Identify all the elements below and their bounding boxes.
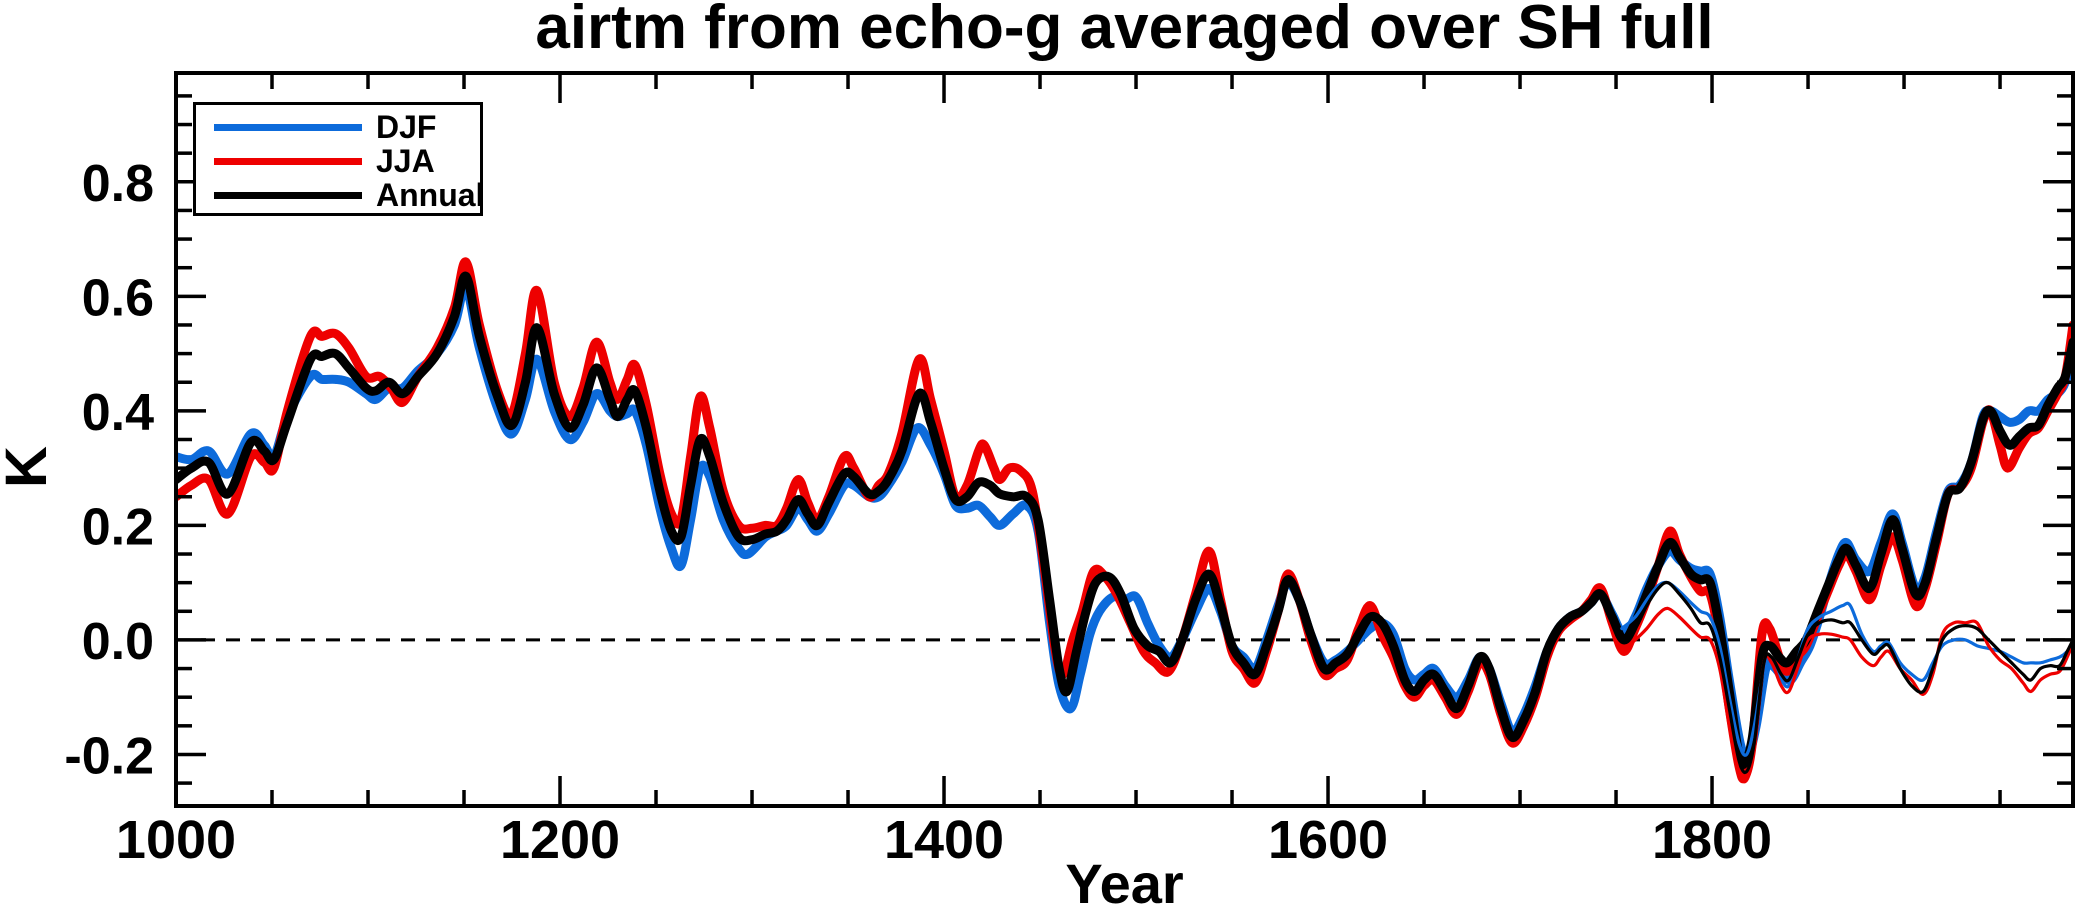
series-djf-thin-line (1620, 580, 2073, 757)
legend-label-jja: JJA (376, 143, 435, 179)
y-tick-label: 0.0 (82, 613, 154, 671)
legend-label-annual: Annual (376, 177, 485, 213)
annual-line-swatch (214, 191, 362, 199)
series-annual-thin-line (1620, 580, 2073, 775)
y-axis-title: K (0, 446, 59, 488)
legend-row-djf: DJF (214, 110, 480, 144)
y-tick-label: 0.6 (82, 269, 154, 327)
legend-row-annual: Annual (214, 178, 484, 212)
legend-row-jja: JJA (214, 144, 480, 178)
x-tick-label: 1400 (884, 810, 1004, 870)
y-tick-label: -0.2 (64, 727, 154, 785)
x-tick-label: 1800 (1652, 810, 1772, 870)
legend: DJF JJA Annual (193, 102, 484, 216)
x-tick-label: 1000 (116, 810, 236, 870)
x-tick-label: 1200 (500, 810, 620, 870)
y-tick-label: 0.4 (82, 384, 154, 442)
chart-title: airtm from echo-g averaged over SH full (535, 0, 1714, 62)
series-annual-line (176, 271, 2073, 770)
djf-line-swatch (214, 123, 362, 131)
y-tick-label: 0.8 (82, 155, 154, 213)
y-tick-label: 0.2 (82, 498, 154, 556)
x-tick-label: 1600 (1268, 810, 1388, 870)
series-jja-thin-line (1620, 606, 2073, 784)
x-axis-title: Year (1065, 852, 1184, 915)
jja-line-swatch (214, 157, 362, 165)
axis-ticks (174, 73, 2073, 806)
tick-labels: 1000 1200 1400 1600 1800 -0.2 0.0 0.2 0.4 0.6 0.8 (64, 155, 1772, 870)
series-group (176, 257, 2073, 784)
legend-label-djf: DJF (376, 109, 437, 145)
series-jja-line (176, 257, 2073, 784)
